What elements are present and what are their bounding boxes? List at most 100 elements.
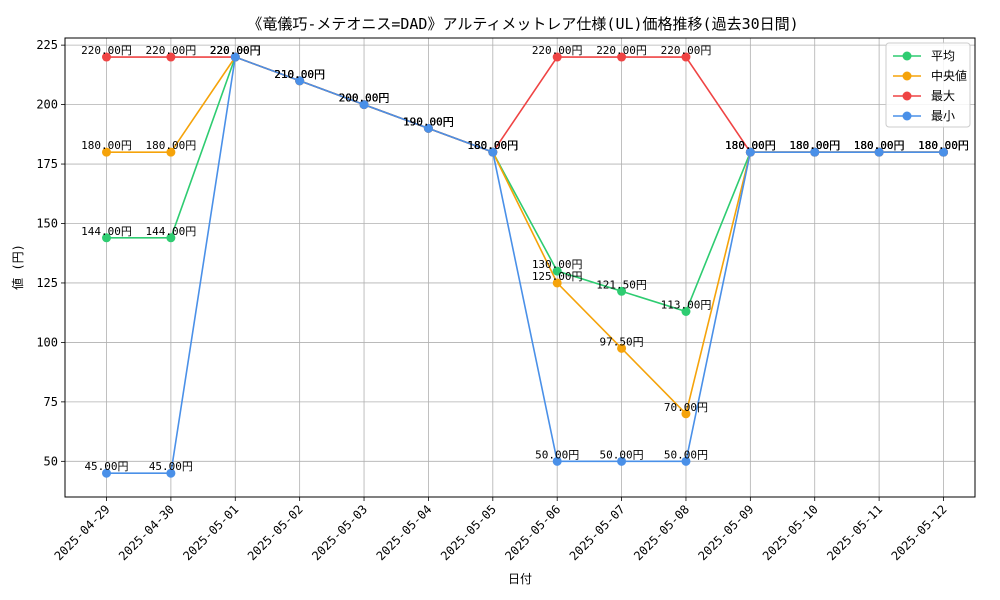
data-label: 180.00円: [854, 139, 905, 152]
data-label: 125.00円: [532, 270, 583, 283]
legend-box: [885, 42, 971, 128]
y-tick-label: 100: [36, 335, 58, 349]
data-label: 220.00円: [532, 44, 583, 57]
data-label: 45.00円: [149, 460, 193, 473]
data-point: [166, 52, 176, 62]
data-label: 180.00円: [467, 139, 518, 152]
data-label: 180.00円: [789, 139, 840, 152]
x-tick-label: 2025-05-08: [631, 502, 692, 563]
data-label: 220.00円: [81, 44, 132, 57]
data-label: 180.00円: [854, 139, 905, 152]
y-tick-label: 225: [36, 38, 58, 52]
data-point: [102, 52, 111, 62]
data-label: 180.00円: [918, 139, 969, 152]
series-line-1: [106, 56, 944, 416]
data-label: 220.00円: [146, 44, 197, 57]
x-tick-label: 2025-05-10: [760, 502, 821, 563]
data-point: [230, 52, 240, 62]
data-point: [102, 233, 111, 243]
data-label: 180.00円: [854, 139, 905, 152]
data-point: [295, 76, 305, 86]
data-point: [681, 306, 691, 316]
y-tick-label: 200: [36, 98, 58, 112]
data-label: 210.00円: [274, 68, 325, 81]
x-axis: 2025-04-29 2025-04-30 2025-05-01 2025-05-02…: [52, 497, 950, 563]
data-label: 200.00円: [339, 92, 390, 105]
data-point: [874, 147, 884, 157]
x-tick-label: 2025-05-03: [309, 502, 370, 563]
data-point: [166, 468, 176, 478]
data-label: 180.00円: [467, 139, 518, 152]
x-tick-label: 2025-04-29: [52, 502, 113, 563]
data-label: 180.00円: [789, 139, 840, 152]
y-tick-label: 175: [36, 157, 58, 171]
x-tick-label: 2025-05-07: [567, 502, 628, 563]
data-point: [423, 123, 433, 133]
data-label: 180.00円: [725, 139, 776, 152]
data-label: 70.00円: [664, 401, 708, 414]
data-label: 210.00円: [274, 68, 325, 81]
x-tick-label: 2025-05-06: [502, 502, 563, 563]
data-label: 121.50円: [596, 278, 647, 291]
data-label: 50.00円: [535, 448, 579, 461]
legend-marker: [902, 111, 912, 121]
y-tick-label: 75: [44, 395, 58, 409]
data-label: 220.00円: [210, 44, 261, 57]
data-label: 113.00円: [661, 298, 712, 311]
data-label: 200.00円: [339, 92, 390, 105]
data-point: [617, 343, 627, 353]
legend-label: 最小: [931, 109, 955, 123]
data-label: 190.00円: [403, 115, 454, 128]
data-point: [810, 147, 820, 157]
data-point: [552, 52, 562, 62]
series-line-3: [106, 55, 944, 475]
x-tick-label: 2025-04-30: [116, 502, 177, 563]
data-label: 50.00円: [600, 448, 644, 461]
data-point: [617, 52, 627, 62]
x-tick-label: 2025-05-04: [374, 502, 435, 563]
x-tick-label: 2025-05-01: [180, 502, 241, 563]
data-label: 180.00円: [81, 139, 132, 152]
data-label: 180.00円: [789, 139, 840, 152]
data-label: 190.00円: [403, 115, 454, 128]
data-label: 180.00円: [789, 139, 840, 152]
data-point: [681, 52, 691, 62]
data-point: [745, 147, 755, 157]
x-tick-label: 2025-05-11: [824, 502, 885, 563]
data-label: 220.00円: [210, 44, 261, 57]
data-label: 180.00円: [854, 139, 905, 152]
data-label: 130.00円: [532, 258, 583, 271]
data-point: [681, 409, 691, 419]
data-label: 180.00円: [918, 139, 969, 152]
data-label: 220.00円: [661, 44, 712, 57]
data-label: 190.00円: [403, 115, 454, 128]
series-line-0: [106, 55, 944, 313]
data-label: 144.00円: [146, 225, 197, 238]
x-tick-label: 2025-05-02: [245, 502, 306, 563]
data-point: [552, 266, 562, 276]
chart-title: 《竜儀巧-メテオニス=DAD》アルティメットレア仕様(UL)価格推移(過去30日…: [247, 15, 798, 33]
x-tick-label: 2025-05-05: [438, 502, 499, 563]
data-point: [939, 147, 948, 157]
data-label: 45.00円: [84, 460, 128, 473]
data-point: [488, 147, 498, 157]
data-point: [166, 233, 176, 243]
data-label: 200.00円: [339, 92, 390, 105]
data-label: 180.00円: [467, 139, 518, 152]
data-point: [166, 147, 176, 157]
legend-marker: [902, 71, 912, 81]
y-axis-label: 値 (円): [10, 244, 25, 290]
data-label: 210.00円: [274, 68, 325, 81]
data-point: [552, 456, 562, 466]
series-layer: [102, 52, 948, 478]
legend-label: 平均: [931, 49, 955, 63]
data-label: 180.00円: [467, 139, 518, 152]
y-tick-label: 50: [44, 454, 58, 468]
data-point: [617, 456, 627, 466]
legend-label: 中央値: [931, 68, 967, 83]
data-label: 220.00円: [210, 44, 261, 57]
y-tick-label: 125: [36, 276, 58, 290]
data-label: 180.00円: [918, 139, 969, 152]
data-label: 180.00円: [725, 139, 776, 152]
